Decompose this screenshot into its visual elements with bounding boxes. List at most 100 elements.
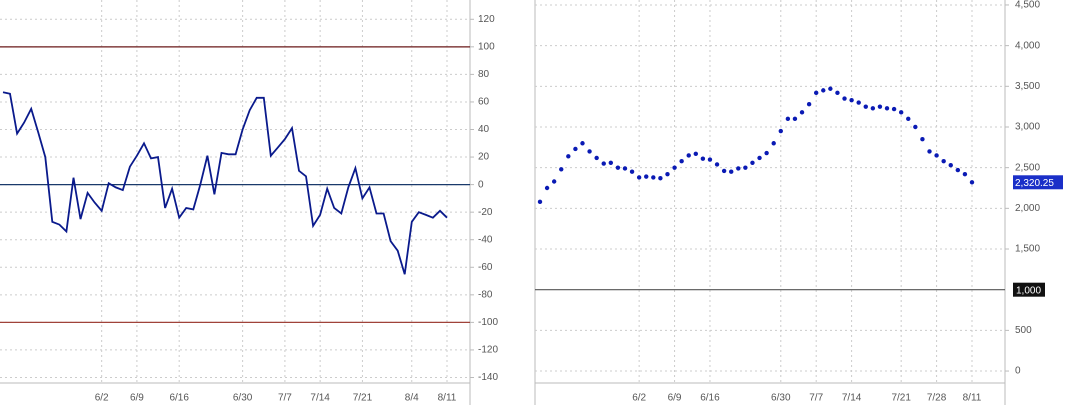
value-label: 2,320.25 bbox=[1015, 178, 1054, 189]
data-point bbox=[877, 104, 883, 109]
x-tick-label: 6/9 bbox=[130, 393, 144, 404]
y-tick-label: 40 bbox=[478, 124, 490, 135]
reference-label-box bbox=[1013, 282, 1045, 297]
data-point bbox=[580, 141, 585, 146]
y-tick-label: 3,000 bbox=[1015, 122, 1040, 133]
data-point bbox=[778, 128, 783, 134]
y-tick-label: 3,500 bbox=[1015, 81, 1040, 92]
data-point bbox=[629, 169, 635, 174]
data-point bbox=[785, 116, 791, 122]
data-point bbox=[736, 166, 741, 171]
data-point bbox=[913, 124, 918, 130]
y-tick-label: 60 bbox=[478, 97, 490, 108]
data-point bbox=[608, 160, 614, 165]
data-point bbox=[750, 160, 755, 165]
y-tick-label: -40 bbox=[478, 234, 493, 245]
data-point bbox=[636, 175, 642, 180]
y-tick-label: -20 bbox=[478, 207, 493, 218]
data-point bbox=[686, 153, 691, 158]
x-tick-label: 7/14 bbox=[310, 393, 330, 404]
data-point bbox=[601, 161, 606, 166]
data-point bbox=[700, 156, 706, 161]
y-tick-label: -100 bbox=[478, 317, 498, 328]
y-tick-label: 2,000 bbox=[1015, 203, 1040, 214]
data-point bbox=[842, 96, 847, 101]
y-tick-label: -140 bbox=[478, 372, 498, 383]
data-point bbox=[906, 116, 911, 122]
data-point bbox=[665, 171, 670, 177]
x-tick-label: 6/30 bbox=[233, 393, 253, 404]
y-tick-label: -80 bbox=[478, 289, 493, 300]
data-point bbox=[764, 150, 769, 156]
x-tick-label: 6/16 bbox=[700, 393, 720, 404]
x-tick-label: 7/21 bbox=[353, 393, 373, 404]
x-tick-label: 8/4 bbox=[405, 393, 419, 404]
y-tick-label: 0 bbox=[1015, 366, 1021, 377]
data-point bbox=[622, 166, 628, 171]
data-point bbox=[559, 167, 564, 172]
data-point bbox=[884, 106, 890, 111]
reference-label: 1,000 bbox=[1016, 285, 1041, 296]
data-point bbox=[849, 97, 854, 103]
data-point bbox=[573, 146, 578, 152]
y-tick-label: 80 bbox=[478, 69, 490, 80]
data-point bbox=[835, 90, 840, 96]
data-point bbox=[644, 174, 649, 179]
data-point bbox=[806, 102, 812, 107]
data-point bbox=[955, 167, 961, 173]
data-point bbox=[672, 165, 677, 170]
data-point bbox=[927, 149, 932, 154]
data-point bbox=[792, 116, 798, 122]
data-point bbox=[729, 169, 734, 174]
y-tick-label: 0 bbox=[478, 179, 484, 190]
data-point bbox=[870, 106, 876, 111]
data-point bbox=[651, 175, 656, 180]
value-label-box bbox=[1013, 175, 1063, 190]
data-point bbox=[551, 179, 557, 184]
data-point bbox=[743, 165, 748, 170]
x-tick-label: 6/2 bbox=[632, 393, 646, 404]
data-point bbox=[714, 162, 720, 167]
y-tick-label: 120 bbox=[478, 14, 495, 25]
data-point bbox=[615, 165, 621, 170]
y-tick-label: 2,500 bbox=[1015, 162, 1040, 173]
y-tick-label: 500 bbox=[1015, 325, 1032, 336]
data-point bbox=[537, 199, 543, 205]
x-tick-label: 6/16 bbox=[169, 393, 189, 404]
data-point bbox=[941, 158, 946, 164]
data-point bbox=[813, 90, 819, 96]
data-point bbox=[891, 106, 897, 112]
data-line bbox=[2, 91, 448, 275]
y-tick-label: 1,500 bbox=[1015, 244, 1040, 255]
data-point bbox=[969, 180, 975, 185]
data-point bbox=[863, 104, 868, 109]
data-point bbox=[757, 155, 762, 161]
x-tick-label: 7/28 bbox=[927, 393, 947, 404]
x-tick-label: 6/30 bbox=[771, 393, 791, 404]
x-tick-label: 6/9 bbox=[668, 393, 682, 404]
y-tick-label: 4,500 bbox=[1015, 0, 1040, 11]
data-point bbox=[828, 86, 833, 91]
data-point bbox=[799, 110, 805, 115]
x-tick-label: 8/11 bbox=[963, 393, 982, 404]
x-tick-label: 7/7 bbox=[809, 393, 823, 404]
data-point bbox=[962, 171, 968, 177]
y-tick-label: 20 bbox=[478, 152, 490, 163]
data-point bbox=[771, 141, 776, 146]
data-point bbox=[948, 163, 953, 168]
data-point bbox=[566, 154, 571, 159]
data-point bbox=[587, 149, 592, 154]
y-tick-label: -120 bbox=[478, 345, 498, 356]
data-point bbox=[544, 185, 550, 191]
data-point bbox=[934, 153, 939, 158]
x-tick-label: 7/21 bbox=[891, 393, 911, 404]
data-point bbox=[658, 176, 663, 181]
data-point bbox=[920, 136, 925, 142]
data-point bbox=[679, 158, 684, 164]
y-tick-label: 4,000 bbox=[1015, 40, 1040, 51]
data-point bbox=[821, 88, 826, 93]
data-point bbox=[856, 100, 861, 105]
x-tick-label: 7/7 bbox=[278, 393, 292, 404]
data-point bbox=[898, 110, 904, 115]
